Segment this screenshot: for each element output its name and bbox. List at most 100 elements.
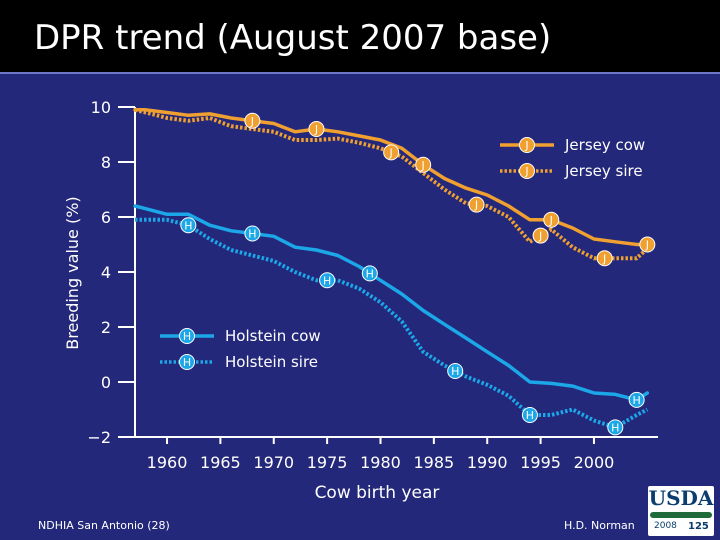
marker-letter: J xyxy=(250,115,254,128)
marker-letter: H xyxy=(526,409,534,422)
marker-letter: J xyxy=(645,239,649,252)
marker-letter: J xyxy=(549,214,553,227)
series-marker: J xyxy=(308,121,325,137)
marker-letter: J xyxy=(602,252,606,265)
usda-logo-year: 2008 xyxy=(654,521,677,531)
x-tick-label: 1965 xyxy=(200,453,241,472)
page-title: DPR trend (August 2007 base) xyxy=(34,18,552,58)
legend-label: Jersey cow xyxy=(564,136,645,154)
marker-letter: J xyxy=(524,139,528,152)
series-marker: H xyxy=(244,225,261,242)
marker-circle xyxy=(447,363,464,379)
legend-marker: H xyxy=(179,328,195,344)
marker-letter: J xyxy=(474,199,478,212)
x-tick-label: 2000 xyxy=(574,453,615,472)
marker-circle xyxy=(596,250,613,267)
chart-axes: −2 0 2 4 6 8 10 1960 1965 1970 1975 1980 1985 1990 199… xyxy=(87,98,658,472)
series-marker: H xyxy=(628,391,645,408)
series-marker: H xyxy=(521,407,538,423)
y-tick-label: 0 xyxy=(101,373,111,392)
marker-circle xyxy=(607,419,624,436)
marker-circle xyxy=(415,156,432,173)
series-marker: J xyxy=(532,227,549,244)
x-tick-label: 1960 xyxy=(147,453,188,472)
marker-circle xyxy=(244,112,261,129)
marker-circle xyxy=(639,236,656,253)
legend-label: Jersey sire xyxy=(564,162,643,180)
usda-logo-badge: 125 xyxy=(688,521,709,532)
marker-letter: H xyxy=(183,330,191,343)
x-tick-label: 1995 xyxy=(520,453,561,472)
legend-marker: H xyxy=(179,354,195,370)
title-bar: DPR trend (August 2007 base) xyxy=(0,0,720,74)
legend-label: Holstein cow xyxy=(225,327,321,345)
legend-marker: J xyxy=(519,163,535,179)
series-marker: J xyxy=(639,236,656,253)
y-axis-label: Breeding value (%) xyxy=(63,196,82,349)
series-marker: H xyxy=(447,363,464,379)
y-tick-label: −2 xyxy=(87,428,111,447)
series-marker: J xyxy=(244,112,261,129)
marker-letter: J xyxy=(389,146,393,159)
y-tick-label: 8 xyxy=(101,153,111,172)
marker-circle xyxy=(179,354,195,370)
series-marker: J xyxy=(543,211,560,228)
chart-legend: J Jersey cow J Jersey sire H Holstein cow H Hol… xyxy=(160,136,645,371)
marker-circle xyxy=(543,211,560,228)
marker-circle xyxy=(319,272,336,289)
marker-letter: H xyxy=(633,394,641,407)
marker-circle xyxy=(519,163,535,179)
legend-marker: J xyxy=(519,137,535,153)
marker-letter: J xyxy=(524,165,528,178)
series-marker: J xyxy=(468,196,485,213)
series-line-holstein-cow xyxy=(133,204,650,402)
marker-circle xyxy=(519,137,535,153)
series-line-jersey-cow xyxy=(133,108,650,247)
series-marker: J xyxy=(596,250,613,267)
marker-circle xyxy=(308,121,325,137)
x-tick-label: 1980 xyxy=(360,453,401,472)
marker-circle xyxy=(468,196,485,213)
series-marker: H xyxy=(180,217,197,234)
marker-letter: H xyxy=(183,356,191,369)
marker-letter: H xyxy=(611,421,619,434)
series-marker: H xyxy=(319,272,336,289)
marker-letter: H xyxy=(451,365,459,378)
series-marker: J xyxy=(415,156,432,173)
x-axis-label: Cow birth year xyxy=(315,483,440,503)
marker-letter: H xyxy=(323,274,331,287)
y-tick-label: 6 xyxy=(101,208,111,227)
marker-letter: H xyxy=(366,267,374,280)
footer-author: H.D. Norman xyxy=(564,519,635,532)
marker-circle xyxy=(180,217,197,234)
marker-circle xyxy=(383,144,400,161)
marker-letter: J xyxy=(538,230,542,243)
marker-circle xyxy=(244,225,261,242)
marker-letter: H xyxy=(184,219,192,232)
y-tick-label: 4 xyxy=(101,263,111,282)
legend-label: Holstein sire xyxy=(225,353,318,371)
y-tick-label: 10 xyxy=(91,98,111,117)
series-marker: J xyxy=(383,144,400,161)
marker-circle xyxy=(361,265,378,282)
marker-circle xyxy=(532,227,549,244)
usda-logo-text: USDA xyxy=(648,486,714,510)
x-tick-label: 1990 xyxy=(467,453,508,472)
marker-letter: J xyxy=(314,123,318,136)
y-tick-label: 2 xyxy=(101,318,111,337)
x-tick-label: 1975 xyxy=(307,453,348,472)
x-tick-label: 1985 xyxy=(413,453,454,472)
marker-circle xyxy=(179,328,195,344)
series-marker: H xyxy=(361,265,378,282)
footer-source: NDHIA San Antonio (28) xyxy=(38,519,170,532)
marker-circle xyxy=(628,391,645,408)
marker-letter: J xyxy=(421,159,425,172)
usda-logo: USDA 2008 125 xyxy=(648,486,714,536)
x-tick-label: 1970 xyxy=(253,453,294,472)
marker-circle xyxy=(521,407,538,423)
series-marker: H xyxy=(607,419,624,436)
usda-swoosh-icon xyxy=(650,512,712,518)
series-line-jersey-sire xyxy=(134,107,649,261)
